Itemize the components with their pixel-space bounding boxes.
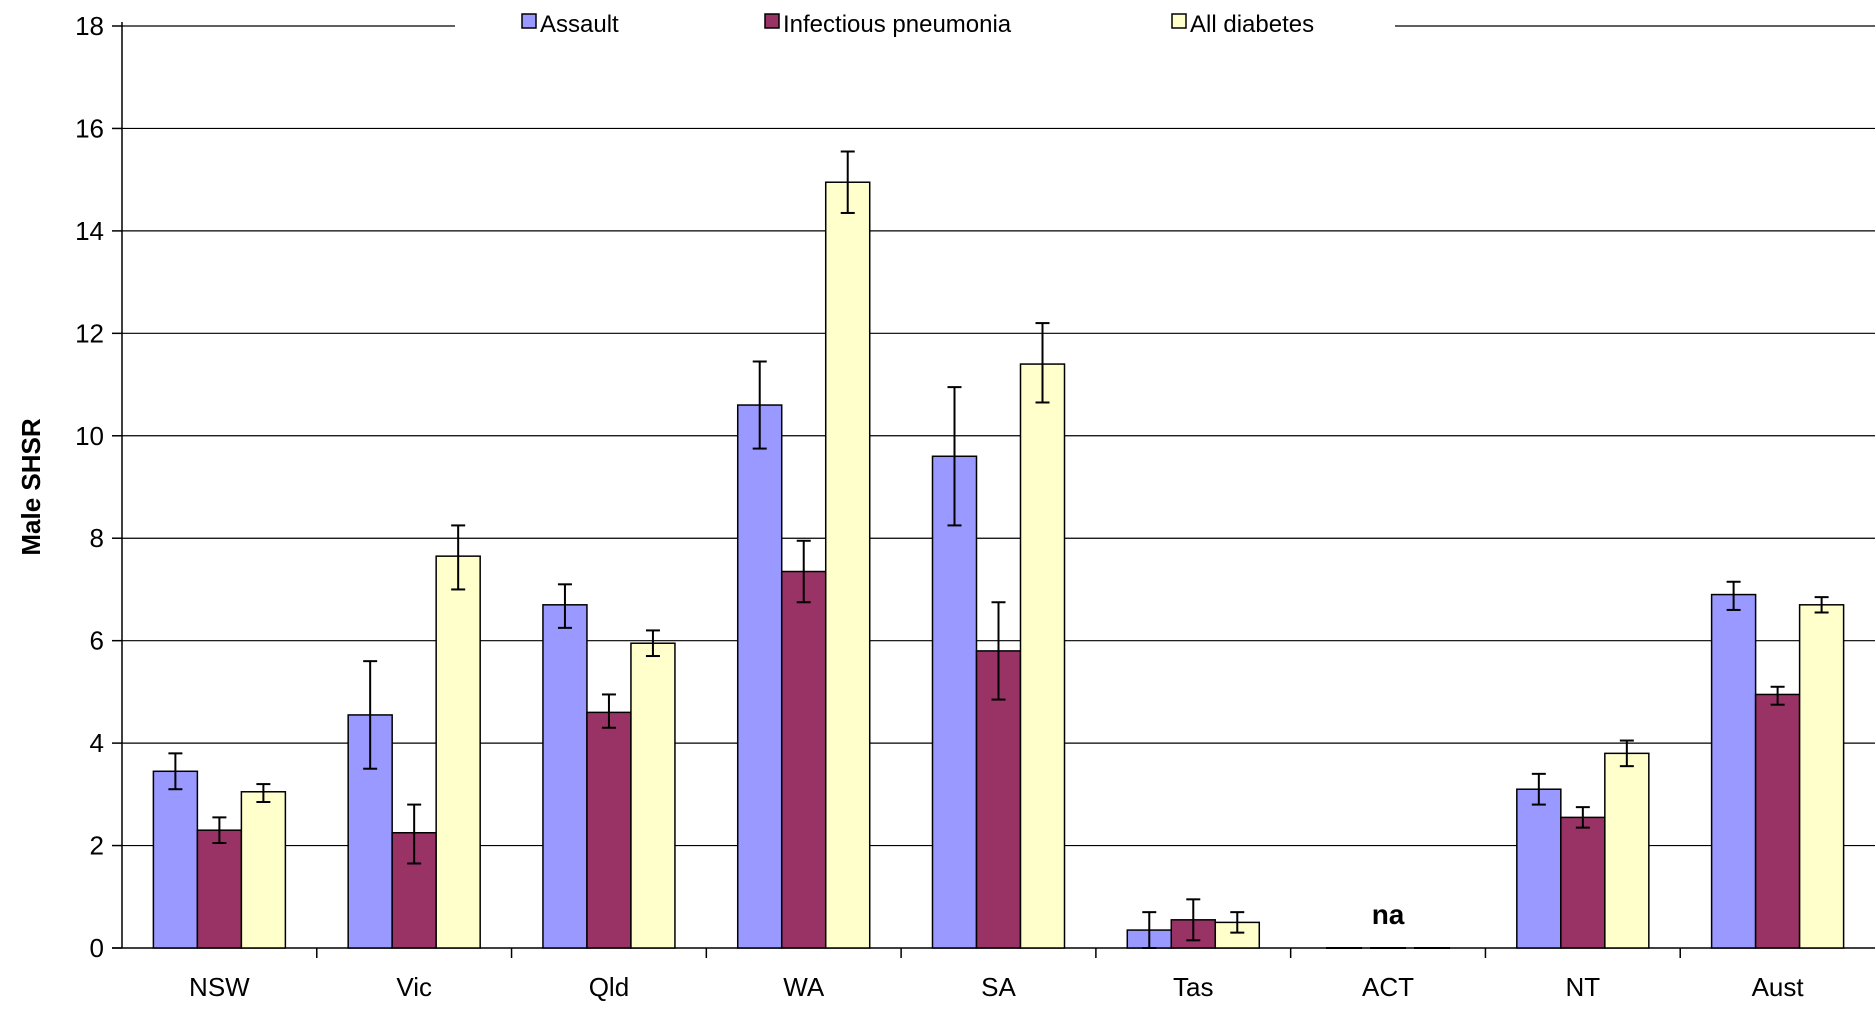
x-tick-label: SA	[981, 972, 1016, 1002]
legend-label: Infectious pneumonia	[783, 11, 1012, 38]
bars	[152, 181, 1845, 949]
y-tick-label: 12	[75, 318, 104, 348]
bar	[1754, 693, 1801, 949]
bar	[780, 570, 827, 949]
y-tick-label: 6	[90, 626, 104, 656]
x-tick-label: Tas	[1173, 972, 1213, 1002]
bar	[1019, 363, 1066, 949]
bar	[1798, 604, 1845, 949]
error-bars	[168, 150, 1829, 949]
legend-swatch	[521, 13, 537, 29]
bar	[736, 404, 783, 949]
bar	[542, 604, 588, 949]
y-axis: 0 2 4 6 8 10 12 14 16 18	[75, 11, 123, 963]
y-tick-label: 2	[90, 831, 104, 861]
legend-label: Assault	[540, 11, 619, 38]
bar	[1604, 752, 1650, 949]
y-tick-label: 16	[75, 113, 104, 143]
y-tick-label: 18	[75, 11, 104, 41]
legend-swatch	[1171, 13, 1187, 29]
x-tick-label: Vic	[396, 972, 432, 1002]
bar	[240, 791, 287, 949]
y-tick-label: 8	[90, 523, 104, 553]
bar	[586, 711, 632, 949]
bar	[1516, 788, 1562, 949]
y-tick-label: 10	[75, 421, 104, 451]
y-tick-label: 0	[90, 933, 104, 963]
y-tick-label: 4	[90, 728, 104, 758]
x-axis: NSW Vic Qld WA SA Tas ACT NT Aust	[112, 947, 1875, 1002]
x-tick-label: NSW	[189, 972, 250, 1002]
y-tick-label: 14	[75, 216, 104, 246]
legend: Assault Infectious pneumonia All diabetes	[521, 11, 1314, 38]
legend-swatch	[764, 13, 780, 29]
bar	[931, 455, 978, 949]
y-axis-title: Male SHSR	[16, 418, 46, 555]
x-tick-label: Qld	[589, 972, 629, 1002]
bar	[152, 770, 199, 949]
x-tick-label: Aust	[1752, 972, 1805, 1002]
x-tick-label: ACT	[1362, 972, 1414, 1002]
bar	[1560, 816, 1606, 949]
bar	[630, 642, 676, 949]
bar	[196, 829, 243, 949]
x-tick-label: WA	[783, 972, 825, 1002]
data-annotation: na	[1372, 899, 1405, 930]
legend-label: All diabetes	[1190, 11, 1314, 38]
bar	[435, 555, 481, 949]
bar	[1710, 593, 1757, 949]
x-tick-label: NT	[1565, 972, 1600, 1002]
bar	[824, 181, 871, 949]
